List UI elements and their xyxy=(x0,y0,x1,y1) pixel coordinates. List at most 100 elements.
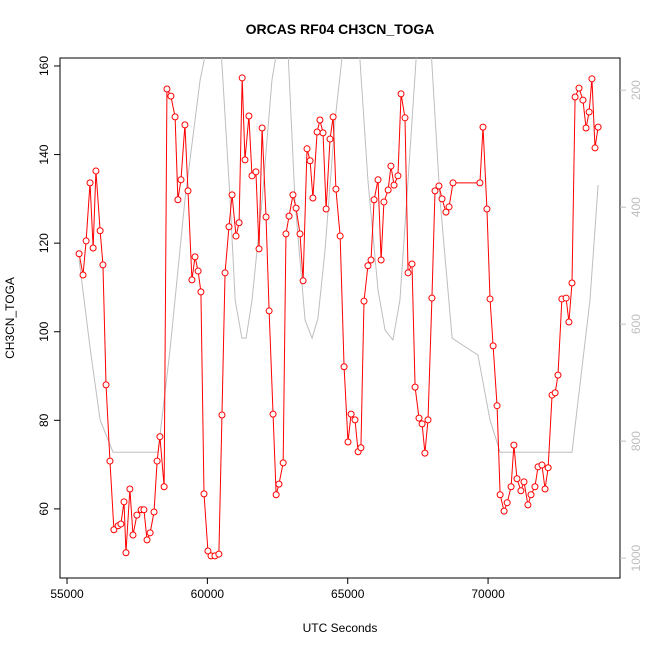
y-tick-label: 100 xyxy=(37,321,51,341)
data-point xyxy=(394,172,402,180)
data-point xyxy=(329,113,337,121)
data-point xyxy=(133,511,141,519)
data-point xyxy=(160,483,168,491)
data-point xyxy=(272,491,280,499)
chart-title: ORCAS RF04 CH3CN_TOGA xyxy=(246,21,435,37)
x-tick-label: 55000 xyxy=(50,587,84,601)
data-point xyxy=(262,213,270,221)
data-point xyxy=(582,124,590,132)
data-point xyxy=(408,260,416,268)
data-point xyxy=(245,112,253,120)
plot-frame xyxy=(59,57,621,579)
x-tick-label: 65000 xyxy=(331,587,365,601)
data-point xyxy=(322,205,330,213)
data-point xyxy=(326,135,334,143)
x-tick-label: 70000 xyxy=(471,587,505,601)
data-point xyxy=(483,205,491,213)
data-point xyxy=(507,483,515,491)
data-point xyxy=(296,230,304,238)
data-point xyxy=(438,195,446,203)
data-point xyxy=(370,196,378,204)
data-point xyxy=(404,269,412,277)
data-point xyxy=(200,490,208,498)
y2-tick-label: 400 xyxy=(629,197,643,217)
data-point xyxy=(122,549,130,557)
data-point xyxy=(218,411,226,419)
data-point xyxy=(102,381,110,389)
data-point xyxy=(562,294,570,302)
data-point xyxy=(347,410,355,418)
data-point xyxy=(387,162,395,170)
data-point xyxy=(120,498,128,506)
data-point xyxy=(194,267,202,275)
data-point xyxy=(292,204,300,212)
data-point xyxy=(336,232,344,240)
data-point xyxy=(575,84,583,92)
data-point xyxy=(428,294,436,302)
data-point xyxy=(181,121,189,129)
y-tick-label: 160 xyxy=(37,56,51,76)
data-point xyxy=(143,536,151,544)
data-point xyxy=(82,237,90,245)
data-point xyxy=(319,129,327,137)
data-point xyxy=(520,478,528,486)
data-point xyxy=(171,113,179,121)
y2-tick-label: 600 xyxy=(629,314,643,334)
data-point xyxy=(215,550,223,558)
data-point xyxy=(377,256,385,264)
data-point xyxy=(351,416,359,424)
data-point xyxy=(493,402,501,410)
data-point xyxy=(313,128,321,136)
data-point xyxy=(415,414,423,422)
data-point xyxy=(110,526,118,534)
data-point xyxy=(565,318,573,326)
data-point xyxy=(191,253,199,261)
data-point xyxy=(282,230,290,238)
data-point xyxy=(435,182,443,190)
series-line xyxy=(78,58,599,453)
data-point xyxy=(364,262,372,270)
data-point xyxy=(153,457,161,465)
data-point xyxy=(252,168,260,176)
data-point xyxy=(188,276,196,284)
data-point xyxy=(86,179,94,187)
data-point xyxy=(517,487,525,495)
data-point xyxy=(79,271,87,279)
data-point xyxy=(397,90,405,98)
data-point xyxy=(184,187,192,195)
data-point xyxy=(527,491,535,499)
data-point xyxy=(411,383,419,391)
data-point xyxy=(544,464,552,472)
data-point xyxy=(541,485,549,493)
data-point xyxy=(279,459,287,467)
data-point xyxy=(476,179,484,187)
data-point xyxy=(367,256,375,264)
data-point xyxy=(591,144,599,152)
series-line xyxy=(78,77,599,557)
data-point xyxy=(228,191,236,199)
data-point xyxy=(479,123,487,131)
y2-tick-label: 800 xyxy=(629,431,643,451)
data-point xyxy=(418,420,426,428)
data-point xyxy=(524,501,532,509)
data-point xyxy=(285,212,293,220)
data-point xyxy=(340,363,348,371)
data-point xyxy=(306,157,314,165)
y-axis-label: CH3CN_TOGA xyxy=(3,277,17,359)
data-point xyxy=(380,198,388,206)
data-point xyxy=(588,75,596,83)
data-point xyxy=(99,261,107,269)
data-point xyxy=(594,123,602,131)
x-axis-label: UTC Seconds xyxy=(303,621,378,635)
data-point xyxy=(106,457,114,465)
data-point xyxy=(496,491,504,499)
data-point xyxy=(531,483,539,491)
data-point xyxy=(431,187,439,195)
data-point xyxy=(579,96,587,104)
data-point xyxy=(510,441,518,449)
data-point xyxy=(538,461,546,469)
data-point xyxy=(299,277,307,285)
data-point xyxy=(126,485,134,493)
data-point xyxy=(503,499,511,507)
